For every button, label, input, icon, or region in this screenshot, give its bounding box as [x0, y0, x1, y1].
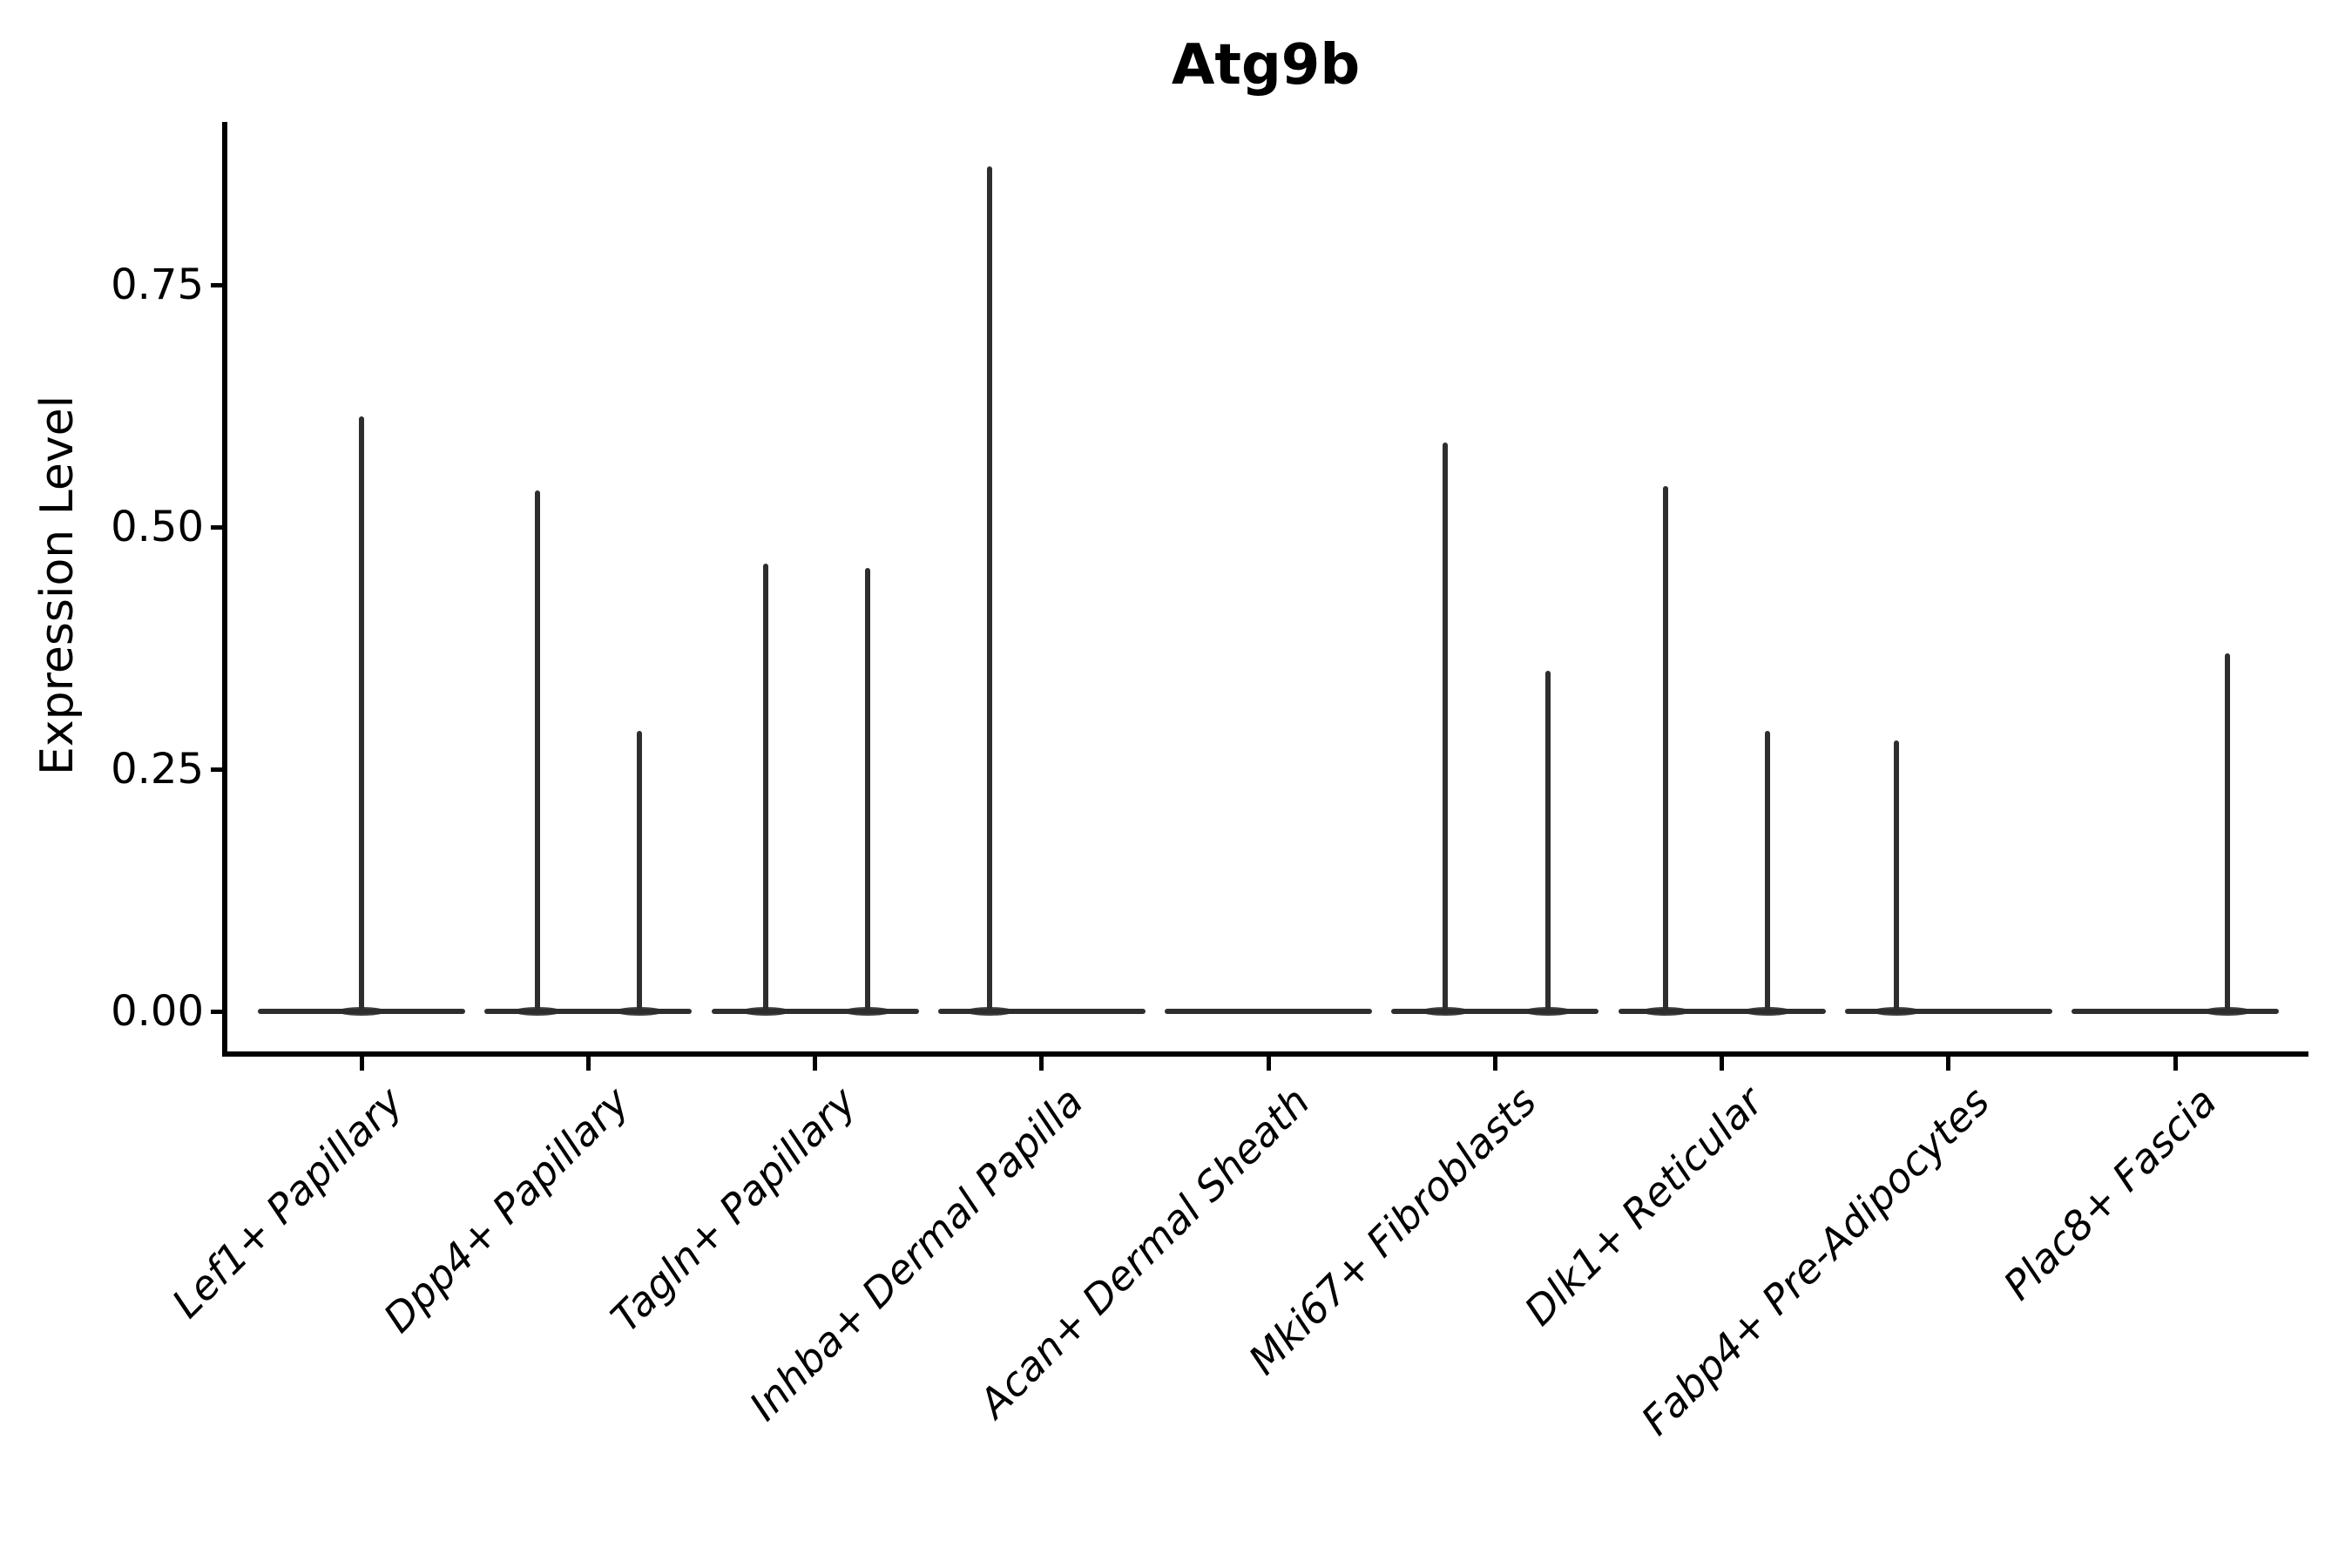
x-tick: [2173, 1057, 2178, 1071]
violin-spike: [1443, 443, 1449, 1011]
y-tick-label: 0.75: [111, 260, 204, 309]
violin-spike: [1545, 671, 1551, 1011]
x-tick: [813, 1057, 817, 1071]
violin-spike: [762, 564, 768, 1011]
y-axis-label: Expression Level: [31, 395, 84, 776]
y-tick-label: 0.50: [111, 503, 204, 551]
x-tick: [1946, 1057, 1951, 1071]
violin-spike: [1893, 740, 1899, 1011]
x-tick: [359, 1057, 364, 1071]
violin-baseline: [1844, 1009, 2052, 1014]
y-tick: [211, 1009, 225, 1014]
y-tick: [211, 282, 225, 287]
y-tick: [211, 767, 225, 772]
violin-baseline: [1618, 1009, 1826, 1014]
spike-base-flare: [1871, 1007, 1921, 1016]
spike-base-flare: [964, 1007, 1014, 1016]
spike-base-flare: [337, 1007, 386, 1016]
violin-spike: [535, 490, 541, 1011]
x-tick-label: Lef1+ Papillary: [162, 1078, 412, 1328]
x-tick-label: Plac8+ Fascia: [1994, 1078, 2226, 1309]
spike-base-flare: [513, 1007, 563, 1016]
chart-title: Atg9b: [1171, 33, 1361, 98]
spike-base-flare: [740, 1007, 790, 1016]
violin-spike: [1764, 731, 1770, 1011]
spike-base-flare: [1640, 1007, 1690, 1016]
x-axis-spine: [222, 1051, 2308, 1057]
y-tick: [211, 524, 225, 530]
spike-base-flare: [1421, 1007, 1470, 1016]
x-tick: [1266, 1057, 1271, 1071]
violin-spike: [986, 166, 992, 1011]
violin-baseline: [711, 1009, 919, 1014]
x-tick: [1492, 1057, 1497, 1071]
y-tick-label: 0.00: [111, 987, 204, 1036]
violin-spike: [2225, 653, 2230, 1011]
violin-spike: [864, 568, 870, 1011]
spike-base-flare: [615, 1007, 665, 1016]
violin-baseline: [1165, 1009, 1372, 1014]
violin-baseline: [484, 1009, 693, 1014]
spike-base-flare: [2203, 1007, 2252, 1016]
y-tick-label: 0.25: [111, 745, 204, 794]
spike-base-flare: [1742, 1007, 1792, 1016]
spike-base-flare: [842, 1007, 892, 1016]
spike-base-flare: [1524, 1007, 1573, 1016]
x-tick-label: Dlk1+ Reticular: [1515, 1078, 1772, 1335]
violin-spike: [637, 731, 643, 1011]
y-axis-spine: [222, 122, 227, 1057]
violin-spike: [359, 416, 364, 1011]
x-tick-label: Dpp4+ Papillary: [375, 1078, 639, 1342]
violin-baseline: [937, 1009, 1146, 1014]
x-tick: [585, 1057, 591, 1071]
violin-baseline: [1391, 1009, 1599, 1014]
x-tick: [1039, 1057, 1044, 1071]
violin-spike: [1662, 486, 1668, 1011]
violin-baseline: [2072, 1009, 2279, 1014]
x-tick: [1720, 1057, 1724, 1071]
x-tick-label: Tagln+ Papillary: [601, 1078, 865, 1342]
